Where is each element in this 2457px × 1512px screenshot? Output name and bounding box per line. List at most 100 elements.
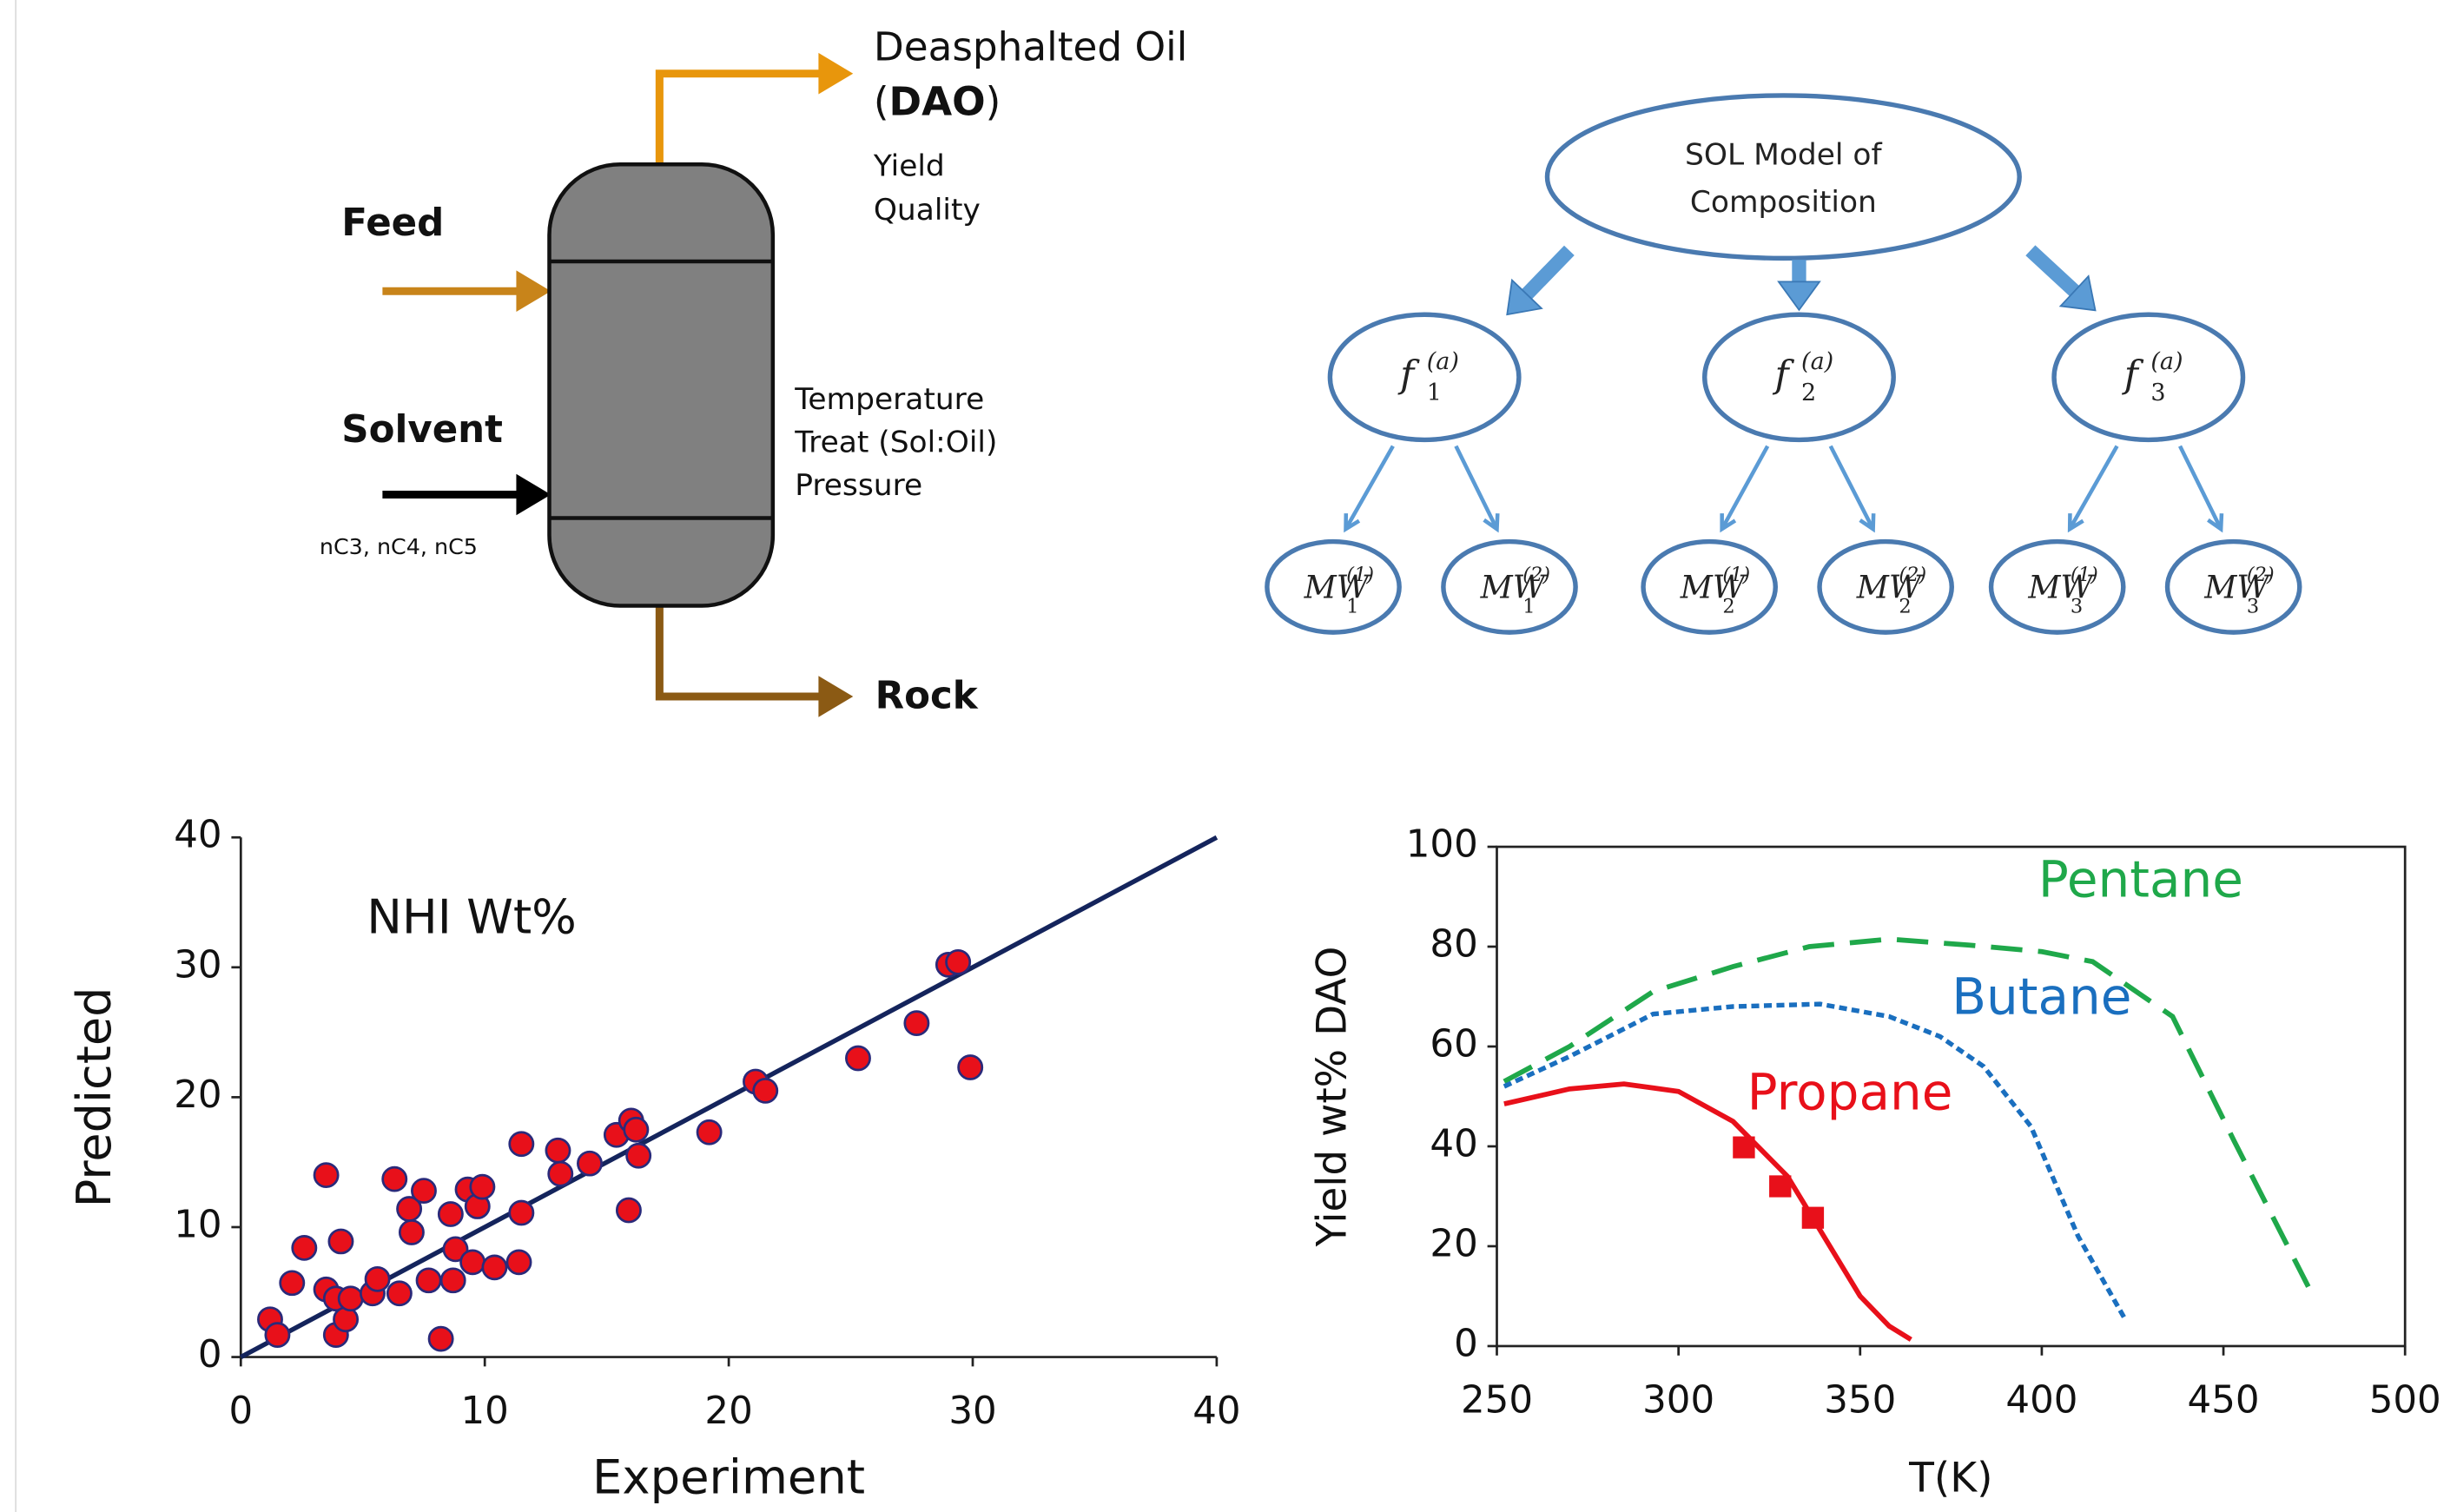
solvent-types: nC3, nC4, nC5 [320,534,478,559]
child-arrow-head [1483,513,1500,533]
x-tick-label: 40 [1192,1390,1240,1433]
point [459,1249,486,1276]
marker [1733,1136,1755,1159]
y-tick-label: 80 [1430,923,1477,967]
point [398,1219,425,1245]
point [577,1150,603,1177]
y-tick-label: 40 [174,814,221,857]
point [386,1280,413,1307]
y-tick-label: 40 [1430,1123,1477,1166]
reference-line [239,835,1219,1359]
vessel [547,162,776,608]
condition: Treat (Sol:Oil) [794,426,997,460]
point [337,1285,364,1312]
x-tick-label: 450 [2188,1378,2260,1422]
fraction-node [2051,312,2246,443]
point [364,1265,391,1292]
math-sub: 1 [1522,595,1535,617]
point [439,1267,466,1294]
series-line [1503,1081,1912,1342]
fraction-node [1327,312,1522,443]
marker [1769,1175,1792,1198]
feed-label: Feed [341,201,444,245]
math-sup: (2) [1522,564,1550,586]
math-sup: (a) [2150,348,2183,375]
abbr-part: ) [986,79,1001,125]
math-sup: (1) [2071,564,2098,586]
child-arrow [1344,445,1395,531]
abbr-part: DAO [889,79,986,125]
point [547,1160,574,1187]
child-arrow-head [2207,513,2224,533]
mw-node [1988,538,2126,635]
root-label: SOL Model of [1685,138,1882,173]
math-sup: (2) [1899,564,1926,586]
point [333,1306,360,1333]
child-arrow [2068,445,2119,531]
marker [1801,1206,1825,1229]
arrow-head [516,473,552,516]
point [957,1054,984,1080]
point [945,948,972,975]
child-arrow-head [1720,513,1737,533]
x-axis-label: T(K) [1908,1455,1992,1502]
math-sup: (a) [1801,348,1833,375]
plot-frame [1496,845,2407,1348]
math-sub: 3 [2247,595,2259,617]
child-arrow [1828,445,1875,531]
y-tick-label: 10 [174,1204,221,1247]
child-arrow-head [2067,513,2084,533]
math-sup: (2) [2247,564,2275,586]
point [381,1165,408,1192]
point [903,1010,930,1036]
point [615,1197,642,1224]
annotation: NHI Wt% [367,889,577,944]
point [545,1137,571,1164]
arrow-head [516,270,552,313]
y-tick-label: 100 [1406,823,1478,867]
mw-node [1441,538,1578,635]
fraction-node [1702,312,1896,443]
x-tick-label: 500 [2369,1378,2441,1422]
y-tick-label: 0 [198,1333,222,1377]
rock-label: Rock [875,674,979,717]
point [264,1322,291,1349]
y-axis-label: Predicted [67,987,122,1208]
point [327,1228,354,1255]
y-tick-label: 0 [1454,1323,1478,1366]
x-tick-label: 0 [228,1390,253,1433]
point [313,1162,340,1189]
math-sub: 3 [2150,380,2165,406]
point [291,1235,318,1261]
tree-arrow-head [2058,274,2097,312]
tree-arrow [2025,245,2080,297]
rock-pipe [655,605,822,701]
child-arrow-head [1344,513,1361,533]
point [411,1178,437,1204]
root-node [1544,93,2022,261]
solvent-label: Solvent [341,408,503,452]
mw-node [1817,538,1954,635]
x-tick-label: 350 [1824,1378,1896,1422]
condition: Pressure [795,468,922,503]
product-abbr: (DAO) [874,79,1001,125]
point [508,1199,535,1226]
math-sup: (1) [1722,564,1750,586]
child-arrow-head [1859,513,1876,533]
math-sub: 2 [1722,595,1734,617]
child-arrow [1720,445,1770,531]
arrow-head [818,52,854,95]
x-tick-label: 10 [461,1390,509,1433]
y-tick-label: 60 [1430,1023,1477,1066]
math-sub: 1 [1427,380,1442,406]
product-property: Quality [874,193,981,228]
series-label: Butane [1952,967,2131,1027]
y-tick-label: 20 [174,1073,221,1117]
point [623,1116,650,1143]
x-tick-label: 250 [1461,1378,1533,1422]
child-arrow [1454,445,1499,531]
condition: Temperature [794,382,984,417]
mw-node [2164,538,2302,635]
tree-arrow-head [1506,278,1543,316]
